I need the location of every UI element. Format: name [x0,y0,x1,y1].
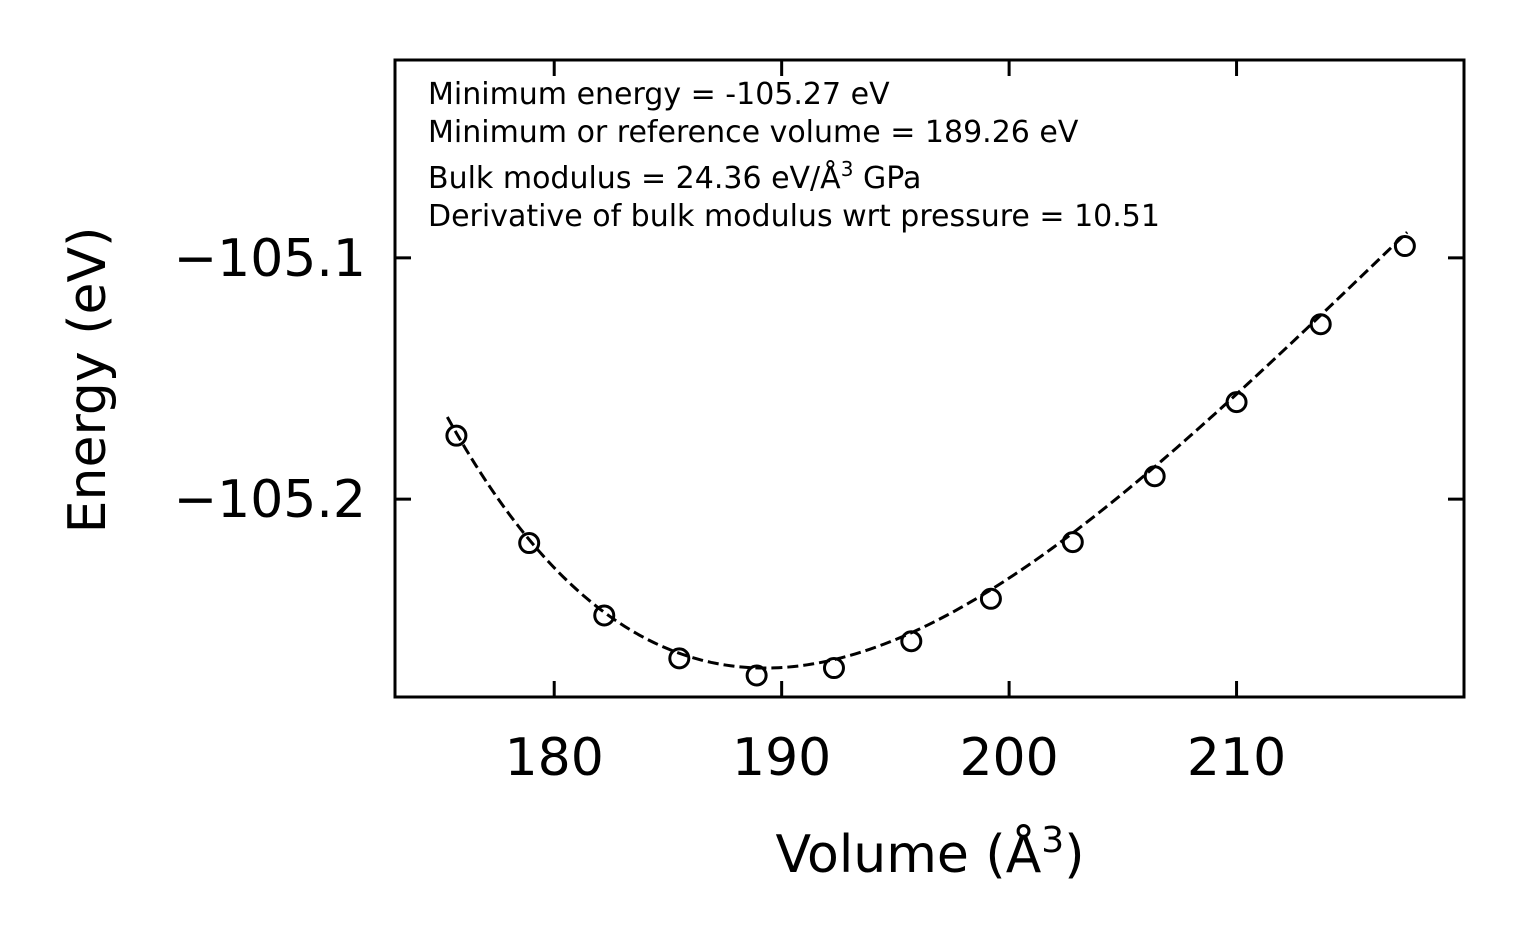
y-tick-label: −105.2 [174,470,366,530]
annotation-min-energy: Minimum energy = -105.27 eV [428,77,890,112]
x-tick-label: 190 [732,728,831,788]
y-axis-label: Energy (eV) [58,227,118,534]
data-point [900,630,923,653]
data-points-layer [445,235,1416,687]
annotation-min-volume: Minimum or reference volume = 189.26 eV [428,115,1079,150]
tick-labels-layer: 180 190 200 210 −105.1 −105.2 [174,229,1287,788]
x-tick-label: 200 [959,728,1058,788]
plot-frame [393,58,1466,699]
x-tick-label: 210 [1187,728,1286,788]
fit-curve-layer [446,231,1409,670]
data-point [593,604,616,627]
data-point [668,647,691,670]
data-point [1143,465,1166,488]
x-axis-label: Volume (Å3) [776,820,1085,885]
data-point [979,587,1002,610]
data-point [518,532,541,555]
data-point [445,424,468,447]
annotation-bulk-modulus-derivative: Derivative of bulk modulus wrt pressure … [428,199,1160,234]
x-tick-label: 180 [505,728,604,788]
data-point [1393,235,1416,258]
data-point [1225,391,1248,414]
data-point [1061,531,1084,554]
y-tick-label: −105.1 [174,229,366,289]
fit-curve [446,231,1409,670]
data-point [1309,313,1332,336]
data-point [822,657,845,680]
annotation-bulk-modulus: Bulk modulus = 24.36 eV/Å3 GPa [428,157,921,196]
data-point [745,664,768,687]
ticks-layer [395,60,1464,697]
